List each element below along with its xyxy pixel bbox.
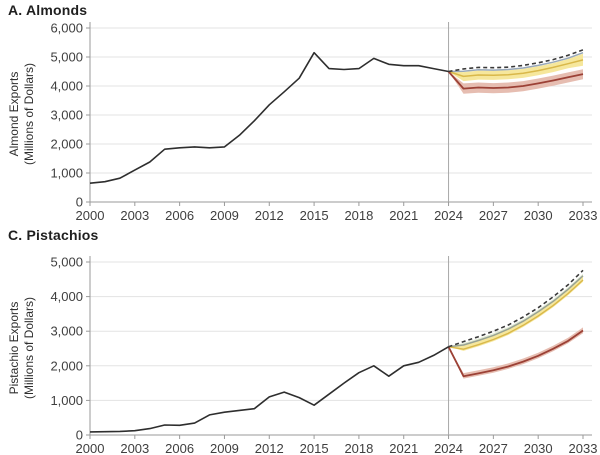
x-tick-label: 2027 — [479, 208, 508, 223]
y-tick-label: 2,000 — [50, 137, 83, 152]
red-scenario-line — [447, 70, 584, 90]
dashed-baseline-line — [448, 49, 584, 73]
pistachios-y-axis-label-line1: Pistachio Exports — [7, 301, 21, 395]
x-tick-label: 2006 — [165, 208, 194, 223]
almonds-y-axis-label-line2: (Millions of Dollars) — [22, 62, 36, 166]
y-tick-label: 2,000 — [50, 358, 83, 373]
x-tick-label: 2006 — [165, 441, 194, 455]
x-tick-label: 2024 — [434, 208, 463, 223]
y-tick-label: 4,000 — [50, 289, 83, 304]
y-tick-label: 0 — [76, 428, 83, 443]
y-tick-label: 3,000 — [50, 108, 83, 123]
x-tick-label: 2015 — [300, 208, 329, 223]
yellow-scenario-band — [448, 53, 583, 82]
x-tick-label: 2030 — [524, 208, 553, 223]
y-tick-label: 3,000 — [50, 324, 83, 339]
x-tick-label: 2000 — [76, 208, 105, 223]
blue-gray-scenario-line — [448, 51, 584, 73]
almonds-y-axis-label: Almond Exports (Millions of Dollars) — [7, 63, 37, 165]
x-tick-label: 2021 — [389, 208, 418, 223]
x-tick-label: 2012 — [255, 441, 284, 455]
pistachios-y-axis-label-line2: (Millions of Dollars) — [22, 296, 36, 400]
y-tick-label: 0 — [76, 195, 83, 210]
y-tick-label: 5,000 — [50, 50, 83, 65]
x-tick-label: 2027 — [479, 441, 508, 455]
x-tick-label: 2018 — [344, 208, 373, 223]
gray-green-scenario-line — [448, 275, 584, 348]
gold-scenario-line — [448, 279, 584, 350]
y-tick-label: 1,000 — [50, 166, 83, 181]
y-tick-label: 5,000 — [50, 255, 83, 270]
x-tick-label: 2021 — [389, 441, 418, 455]
historical-line — [89, 346, 449, 433]
x-tick-label: 2012 — [255, 208, 284, 223]
x-tick-label: 2003 — [120, 441, 149, 455]
historical-line — [89, 51, 449, 184]
x-tick-label: 2003 — [120, 208, 149, 223]
x-tick-label: 2033 — [569, 208, 598, 223]
pink-scenario-band — [448, 327, 583, 379]
x-tick-label: 2018 — [344, 441, 373, 455]
red-scenario-line — [447, 329, 584, 378]
x-tick-label: 2009 — [210, 208, 239, 223]
y-tick-label: 4,000 — [50, 79, 83, 94]
x-tick-label: 2000 — [76, 441, 105, 455]
dashed-baseline-line — [448, 269, 584, 348]
almonds-y-axis-label-line1: Almond Exports — [7, 71, 21, 157]
x-tick-label: 2030 — [524, 441, 553, 455]
panel-c: 0 1,000 2,000 3,000 4,000 5,000 2000 2003 2006 20… — [50, 255, 597, 455]
panel-a: 0 1,000 2,000 3,000 4,000 5,000 6,000 2000 2003 2… — [50, 21, 597, 224]
x-tick-label: 2033 — [569, 441, 598, 455]
x-tick-label: 2009 — [210, 441, 239, 455]
x-tick-label: 2015 — [300, 441, 329, 455]
gold-scenario-line — [448, 59, 584, 78]
green-scenario-band — [448, 273, 583, 347]
y-tick-label: 1,000 — [50, 393, 83, 408]
y-tick-label: 6,000 — [50, 21, 83, 36]
pistachios-panel-title: C. Pistachios — [8, 227, 99, 243]
pistachios-y-axis-label: Pistachio Exports (Millions of Dollars) — [7, 297, 37, 399]
almonds-panel-title: A. Almonds — [8, 2, 88, 18]
x-tick-label: 2024 — [434, 441, 463, 455]
